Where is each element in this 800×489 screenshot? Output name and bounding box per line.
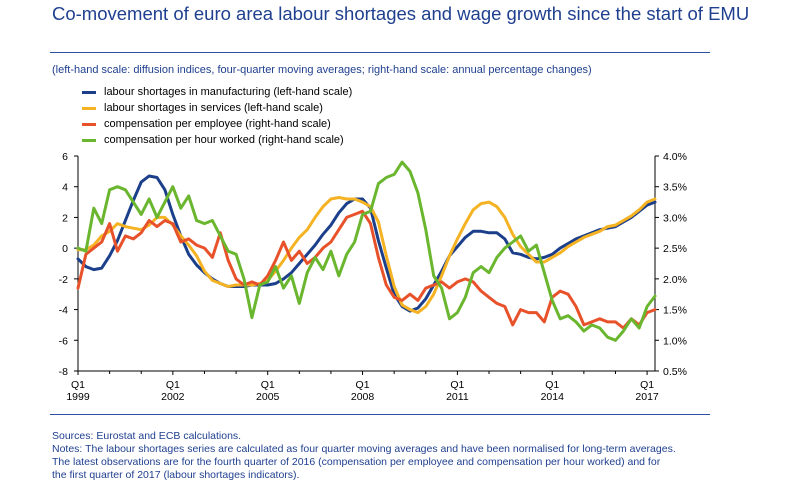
right-tick-label: 3.0% [663,212,687,224]
notes-divider [50,414,710,415]
left-tick-label: -6 [59,335,68,347]
right-tick-label: 1.5% [663,305,687,317]
legend-swatch [82,138,96,142]
x-tick-label-quarter: Q1 [261,379,275,391]
legend: labour shortages in manufacturing (left-… [82,84,352,148]
left-tick-label: 0 [62,243,68,255]
legend-item: compensation per employee (right-hand sc… [82,116,352,132]
left-tick-label: 2 [62,212,68,224]
notes-line-2: The latest observations are for the four… [52,456,661,468]
x-tick-label-year: 2008 [351,391,375,403]
right-tick-label: 2.5% [663,243,687,255]
chart-subtitle: (left-hand scale: diffusion indices, fou… [52,64,592,76]
right-tick-label: 0.5% [663,366,687,378]
x-tick-label-year: 1999 [66,391,90,403]
x-tick-label-quarter: Q1 [545,379,559,391]
x-tick-label-year: 2014 [541,391,565,403]
left-tick-label: 6 [62,151,68,163]
legend-label: labour shortages in manufacturing (left-… [104,86,353,98]
right-tick-label: 4.0% [663,151,687,163]
left-tick-label: 4 [62,182,68,194]
sources-text: Sources: Eurostat and ECB calculations. [52,430,242,442]
series-line-1 [76,174,657,313]
title-divider [50,52,710,53]
right-tick-label: 1.0% [663,335,687,347]
x-tick-label-quarter: Q1 [450,379,464,391]
x-tick-label-year: 2002 [161,391,185,403]
legend-label: compensation per employee (right-hand sc… [104,118,331,130]
left-tick-label: -2 [59,274,68,286]
legend-item: labour shortages in services (left-hand … [82,100,352,116]
right-tick-label: 3.5% [663,182,687,194]
legend-swatch [82,122,96,126]
series-line-3 [76,209,657,330]
notes-line-1: Notes: The labour shortages series are c… [52,443,676,455]
notes-line-3: the first quarter of 2017 (labour shorta… [52,469,300,481]
chart-title: Co-movement of euro area labour shortage… [52,3,750,24]
x-tick-label-year: 2017 [635,391,659,403]
chart-notes: Sources: Eurostat and ECB calculations. … [52,430,752,482]
x-tick-label-quarter: Q1 [640,379,654,391]
legend-swatch [82,106,96,110]
x-tick-label-year: 2011 [446,391,469,403]
x-tick-label-quarter: Q1 [356,379,370,391]
series-line-4 [76,160,657,342]
x-tick-label-quarter: Q1 [166,379,180,391]
legend-item: labour shortages in manufacturing (left-… [82,84,352,100]
legend-label: compensation per hour worked (right-hand… [104,134,344,146]
left-tick-label: -4 [59,305,68,317]
legend-label: labour shortages in services (left-hand … [104,102,323,114]
right-tick-label: 2.0% [663,274,687,286]
legend-item: compensation per hour worked (right-hand… [82,132,352,148]
x-tick-label-year: 2005 [256,391,280,403]
legend-swatch [82,90,96,94]
x-tick-label-quarter: Q1 [71,379,85,391]
left-tick-label: -8 [59,366,68,378]
